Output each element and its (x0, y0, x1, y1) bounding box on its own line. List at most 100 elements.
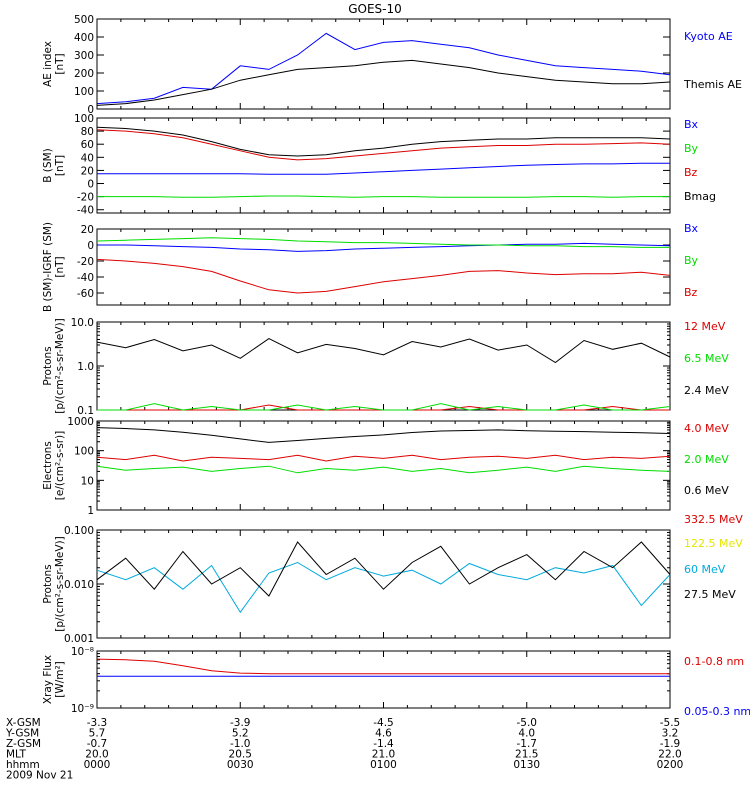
ephemeris-value: 5.7 (89, 728, 106, 740)
y-tick-label: 0.010 (64, 579, 94, 591)
y-tick-label: 200 (74, 68, 94, 80)
series-line-0-6-mev (96, 427, 671, 443)
y-axis-label: Protons (42, 346, 54, 385)
ephemeris-value: 22.0 (658, 749, 681, 761)
ephemeris-row-label: X-GSM (6, 717, 41, 729)
y-tick-label: 60 (81, 139, 94, 151)
series-line-themis-ae (96, 59, 671, 106)
ephemeris-value: 20.0 (85, 749, 108, 761)
y-tick-label: 0.001 (64, 633, 94, 645)
series-line-bmag (96, 126, 671, 157)
legend-label: By (684, 142, 699, 155)
y-axis-label: [e/(cm²-s-sr)] (54, 431, 66, 500)
series-line-by (96, 237, 670, 248)
ephemeris-row-label: hhmm (6, 759, 40, 771)
series-line-2-4-mev (96, 338, 671, 364)
legend-label: 60 MeV (684, 563, 726, 576)
legend-label: 2.0 MeV (684, 453, 729, 466)
legend-label: 122.5 MeV (684, 537, 743, 550)
y-axis-label: AE index (42, 41, 54, 87)
y-tick-label: -20 (77, 192, 94, 204)
series-line-6-5-mev (97, 403, 671, 411)
series-line-0-1-0-8-nm (96, 658, 670, 675)
series-line-2-0-mev (96, 465, 671, 474)
ephemeris-value: -1.9 (660, 738, 681, 750)
series-line-27-5-mev (96, 541, 671, 597)
ephemeris-value: 3.2 (662, 728, 679, 740)
panel-frame-electrons (96, 420, 671, 511)
y-tick-label: 20 (81, 165, 94, 177)
y-axis-label: B (SM)-IGRF (SM) (42, 222, 54, 312)
panel-frame-protons1 (96, 321, 671, 411)
y-tick-label: 10.0 (71, 317, 94, 329)
ephemeris-row-label: MLT (6, 749, 26, 761)
chart-title: GOES-10 (348, 2, 402, 16)
panel-frame-xray (96, 650, 671, 709)
y-tick-label: 0 (87, 240, 94, 252)
y-tick-label: -40 (77, 272, 94, 284)
y-axis-label: Xray Flux (42, 655, 54, 704)
plot-date: 2009 Nov 21 (6, 770, 73, 782)
legend-label: Bx (684, 118, 699, 131)
ephemeris-value: 0130 (513, 759, 540, 771)
y-tick-label: 20 (81, 224, 94, 236)
y-tick-label: 1000 (67, 416, 94, 428)
series-line-by (97, 195, 670, 198)
legend-label: 332.5 MeV (684, 513, 743, 526)
y-axis-label: [p/(cm²-s-sr-MeV)] (54, 318, 66, 413)
ephemeris-value: 0200 (657, 759, 684, 771)
y-tick-label: 0.1 (77, 405, 94, 417)
y-tick-label: 100 (74, 113, 94, 125)
series-line-4-0-mev (96, 454, 671, 462)
ephemeris-value: 0000 (84, 759, 111, 771)
legend-label: 2.4 MeV (684, 384, 729, 397)
legend-label: Kyoto AE (684, 30, 733, 43)
y-axis-label: Electrons (42, 441, 54, 490)
ephemeris-value: -1.4 (373, 738, 394, 750)
y-tick-label: 10 (81, 475, 94, 487)
legend-label: Bz (684, 286, 698, 299)
panel-frame-protons2 (96, 529, 671, 639)
ephemeris-value: 0030 (227, 759, 254, 771)
y-tick-label: 1.0 (77, 361, 94, 373)
y-axis-label: [nT] (54, 256, 66, 277)
ephemeris-value: -1.7 (517, 738, 538, 750)
legend-label: 12 MeV (684, 320, 726, 333)
y-axis-label: B (SM) (42, 148, 54, 182)
ephemeris-value: -3.3 (87, 717, 108, 729)
series-line-bz (96, 258, 671, 294)
y-tick-label: 500 (74, 14, 94, 26)
y-tick-label: 10⁻⁹ (71, 703, 94, 715)
y-tick-label: 10⁻⁸ (71, 646, 94, 658)
legend-label: 6.5 MeV (684, 352, 729, 365)
y-tick-label: -60 (77, 288, 94, 300)
ephemeris-value: 21.0 (372, 749, 395, 761)
y-tick-label: 400 (74, 32, 94, 44)
legend-label: Themis AE (683, 78, 742, 91)
ephemeris-value: -1.0 (230, 738, 251, 750)
y-tick-label: 100 (74, 446, 94, 458)
y-tick-label: 0 (87, 104, 94, 116)
ephemeris-value: 4.0 (518, 728, 535, 740)
series-line-kyoto-ae (96, 32, 671, 105)
legend-label: By (684, 254, 699, 267)
y-axis-label: [W/m²] (54, 661, 66, 698)
y-tick-label: 300 (74, 50, 94, 62)
ephemeris-value: 4.6 (375, 728, 392, 740)
y-tick-label: -20 (77, 256, 94, 268)
panel-frame-bsm (96, 117, 671, 214)
legend-label: 4.0 MeV (684, 422, 729, 435)
series-line-bx (97, 162, 670, 175)
y-axis-label: [nT] (54, 155, 66, 176)
ephemeris-value: 21.5 (515, 749, 538, 761)
legend-label: 0.6 MeV (684, 484, 729, 497)
y-tick-label: -40 (77, 205, 94, 217)
y-tick-label: 100 (74, 86, 94, 98)
ephemeris-value: 5.2 (232, 728, 249, 740)
ephemeris-value: -4.5 (373, 717, 394, 729)
ephemeris-value: 0100 (370, 759, 397, 771)
y-tick-label: 1 (87, 505, 94, 517)
y-axis-label: Protons (42, 564, 54, 603)
